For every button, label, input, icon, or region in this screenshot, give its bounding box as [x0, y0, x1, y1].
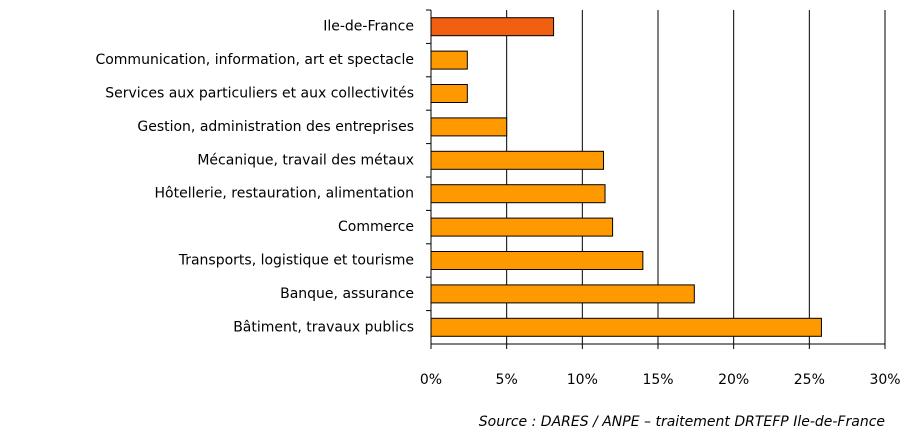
bar: [430, 17, 555, 37]
y-tick-label: Transports, logistique et tourisme: [178, 253, 414, 269]
bar: [430, 150, 605, 170]
y-tick-label: Mécanique, travail des métaux: [197, 152, 414, 168]
y-tick-label: Hôtellerie, restauration, alimentation: [155, 186, 414, 202]
x-tick-label: 0%: [420, 372, 442, 388]
x-tick-label: 10%: [567, 372, 598, 388]
bar: [430, 217, 614, 237]
bar: [430, 251, 644, 270]
bar: [430, 284, 695, 304]
bar: [430, 184, 606, 204]
y-tick-label: Commerce: [338, 219, 414, 235]
bar: [430, 84, 468, 103]
bar: [430, 50, 468, 70]
y-tick-label: Gestion, administration des entreprises: [137, 119, 414, 135]
source-note: Source : DARES / ANPE – traitement DRTEF…: [479, 414, 885, 430]
x-tick-label: 25%: [794, 372, 825, 388]
bar: [430, 117, 508, 137]
y-tick-label: Communication, information, art et spect…: [95, 52, 414, 68]
y-tick-label: Banque, assurance: [280, 286, 414, 302]
x-tick-label: 5%: [496, 372, 518, 388]
x-tick-label: 15%: [642, 372, 673, 388]
bar: [430, 317, 822, 337]
y-tick-label: Ile-de-France: [323, 19, 414, 35]
y-tick-label: Services aux particuliers et aux collect…: [105, 86, 414, 102]
x-tick-label: 20%: [718, 372, 749, 388]
y-tick-label: Bâtiment, travaux publics: [233, 319, 414, 335]
x-tick-label: 30%: [869, 372, 900, 388]
